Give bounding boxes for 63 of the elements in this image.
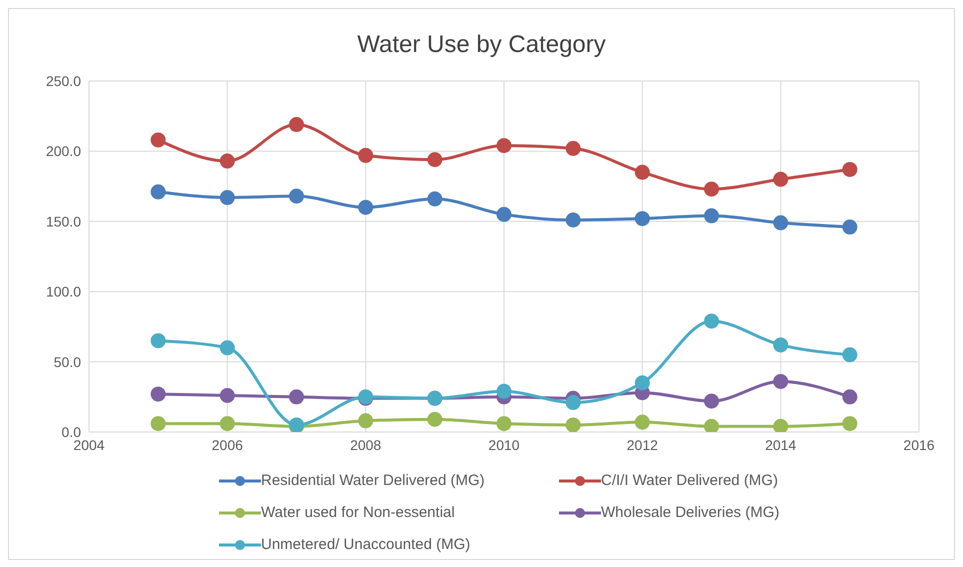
point	[634, 211, 650, 226]
point	[773, 337, 788, 352]
legend-label: Residential Water Delivered (MG)	[261, 472, 485, 489]
point	[220, 340, 235, 356]
point	[427, 152, 442, 168]
point	[150, 416, 166, 432]
point	[150, 333, 166, 348]
point	[220, 190, 235, 206]
point	[704, 418, 719, 432]
point	[496, 206, 512, 222]
point	[566, 395, 581, 410]
point	[220, 154, 235, 169]
point	[358, 148, 374, 163]
point	[289, 117, 304, 132]
point	[773, 215, 788, 230]
point	[566, 417, 581, 432]
point	[842, 162, 858, 177]
point	[566, 212, 581, 228]
point	[566, 140, 581, 156]
legend-label: C/I/I Water Delivered (MG)	[601, 472, 778, 489]
point	[358, 413, 374, 428]
x-tick-label: 2010	[488, 436, 520, 453]
y-tick-label: 250.0	[46, 72, 82, 89]
x-tick-label: 2008	[350, 436, 382, 453]
point	[496, 384, 512, 399]
point	[842, 347, 858, 362]
point	[289, 389, 304, 404]
legend-label: Water used for Non-essential	[261, 504, 455, 521]
point	[634, 164, 650, 180]
point	[704, 314, 719, 329]
y-tick-label: 200.0	[46, 143, 82, 160]
point	[427, 191, 442, 206]
point	[150, 132, 166, 148]
x-tick-label: 2006	[212, 436, 244, 453]
point	[496, 138, 512, 154]
point	[842, 416, 858, 432]
y-tick-label: 100.0	[46, 284, 82, 300]
point	[289, 188, 304, 204]
point	[427, 412, 442, 427]
y-tick-label: 150.0	[46, 213, 82, 230]
x-tick-label: 2012	[626, 436, 658, 453]
point	[634, 414, 650, 430]
point	[220, 388, 235, 403]
point	[842, 389, 858, 404]
point	[704, 208, 719, 224]
x-tick-label: 2014	[765, 436, 796, 453]
point	[634, 375, 650, 390]
point	[358, 200, 374, 215]
point	[220, 416, 235, 432]
y-tick-label: 50.0	[54, 354, 82, 370]
chart-title: Water Use by Category	[356, 30, 607, 60]
x-tick-label: 2016	[903, 436, 935, 453]
point	[150, 386, 166, 402]
legend-label: Wholesale Deliveries (MG)	[601, 504, 780, 521]
point	[496, 416, 512, 432]
point	[773, 172, 788, 187]
point	[773, 418, 788, 432]
point	[842, 220, 858, 235]
legend-label: Unmetered/ Unaccounted (MG)	[261, 536, 470, 553]
point	[150, 184, 166, 200]
point	[704, 182, 719, 197]
point	[704, 394, 719, 409]
point	[773, 374, 788, 389]
